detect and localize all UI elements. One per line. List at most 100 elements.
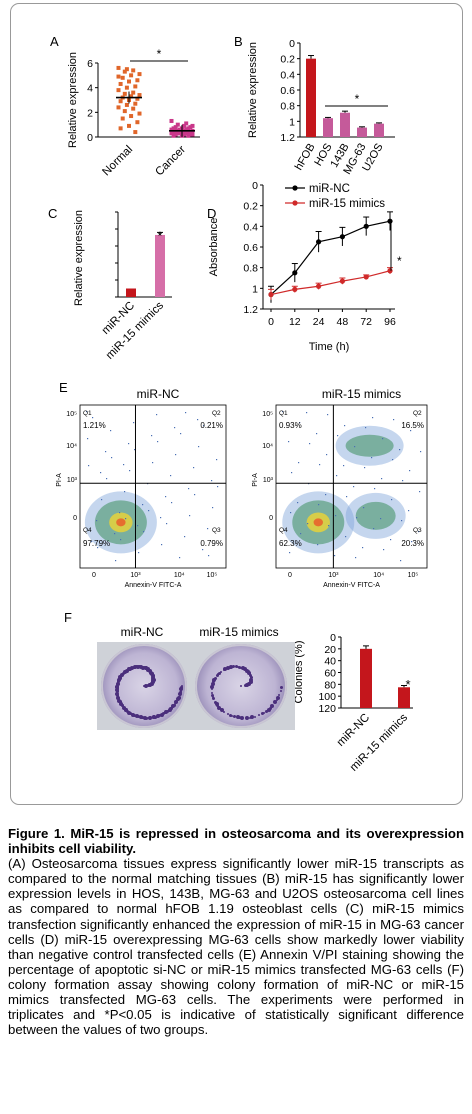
colony-dot [240,666,243,669]
colony-dot [131,712,136,717]
panel-e-event-dot [307,523,309,525]
colony-dot [122,672,125,675]
panel-e-density-mid [355,501,396,530]
colony-dot [278,694,281,697]
panel-a-data-point [184,121,189,126]
colony-dot [150,681,154,685]
colony-dot [210,685,215,690]
colony-dot [135,666,138,669]
panel-e-event-dot [217,486,219,488]
panel-e-event-dot [290,512,292,514]
panel-e-event-dot [171,502,173,504]
panel-d-x-tick-label: 48 [337,316,349,328]
colony-dot [118,676,122,680]
colony-dot [234,665,238,669]
panel-e-event-dot [334,555,336,557]
panel-e-event-dot [120,539,122,541]
colony-dot [212,697,216,701]
panel-e-event-dot [374,488,376,490]
colony-dot [220,708,225,713]
panel-d-x-label: Time (h) [309,341,350,353]
panel-e-event-dot [208,555,210,557]
panel-f-dish-label: miR-15 mimics [199,625,278,639]
panel-e-event-dot [194,494,196,496]
panel-e-event-dot [125,518,127,520]
panel-d-y-tick-label: 0.2 [243,201,258,213]
panel-d-x-tick-label: 96 [384,316,396,328]
panel-e-event-dot [105,451,107,453]
colony-dot [141,665,146,670]
colony-dot [180,685,183,688]
panel-e-event-dot [392,459,394,461]
panel-b-y-tick-label: 1 [289,116,295,128]
panel-e-event-dot [335,515,337,517]
panel-e-event-dot [179,557,181,559]
panel-e-event-dot [174,427,176,429]
panel-e-event-dot [328,525,330,527]
panel-a-data-point [135,78,140,83]
colony-dot [226,665,231,670]
colony-dot [227,713,230,716]
colony-dot [145,667,150,672]
colony-dot [214,702,219,707]
panel-e-x-tick-label: 10⁴ [373,572,384,579]
colony-dot [249,679,252,682]
colony-dish-mir-15-mimics [195,644,287,728]
panel-e-event-dot [166,523,168,525]
panel-e-event-dot [317,544,319,546]
panel-a-data-point [171,133,176,138]
panel-e-event-dot [346,496,348,498]
panel-a-category-label: Normal [100,144,135,179]
panel-e-event-dot [156,414,158,416]
colony-dot [246,670,251,675]
panel-e-y-tick-label: 10⁴ [262,443,273,450]
panel-b-bar [374,123,384,137]
panel-a-significance-star: * [157,47,162,61]
panel-e-x-tick-label: 0 [92,572,96,579]
colony-dot [233,715,237,719]
colony-dot [231,715,234,718]
panel-label-f: F [64,610,72,625]
panel-e-event-dot [157,441,159,443]
panel-a-data-point [171,130,176,135]
panel-f-y-tick-label: 120 [318,703,336,715]
colony-dot [115,684,120,689]
panel-e-event-dot [193,467,195,469]
colony-dot [217,671,221,675]
panel-a-data-point [177,131,182,136]
panel-d-y-tick-label: 0.8 [243,263,258,275]
colony-dot [245,716,250,721]
panel-a-y-label: Relative expression [67,52,79,148]
colony-dot [262,712,265,715]
panel-e-event-dot [111,457,113,459]
panel-e-event-dot [123,464,125,466]
panel-a-data-point [184,131,189,136]
panel-e-q4-value: 62.3% [279,539,302,548]
panel-e-q4-label: Q4 [279,527,288,534]
panel-d-data-point [292,286,298,292]
panel-d-y-tick-label: 0 [252,180,258,192]
colony-dot [270,704,275,709]
panel-e-event-dot [419,491,421,493]
panel-f-y-tick-label: 20 [324,644,336,656]
panel-e-event-dot [96,520,98,522]
panel-d-x-tick-label: 72 [360,316,372,328]
panel-e-event-dot [299,422,301,424]
panel-e-event-dot [344,425,346,427]
panel-a-data-point [186,133,191,138]
colony-dot [151,678,156,683]
panel-a-data-point [135,120,140,125]
colony-dot [258,714,261,717]
panel-d-series-line [270,270,391,296]
panel-a-data-point [135,96,140,101]
panel-e-event-dot [391,499,393,501]
panel-a-data-point [186,130,191,135]
panel-e-event-dot [129,470,131,472]
colony-dot [243,667,248,672]
colony-dot [266,707,271,712]
panel-e-y-label: PI-A [56,473,63,487]
panel-e-plot-frame [275,404,428,569]
colony-dot [117,698,120,701]
colony-dot [235,715,240,720]
panel-e-y-tick-label: 10³ [67,477,78,484]
